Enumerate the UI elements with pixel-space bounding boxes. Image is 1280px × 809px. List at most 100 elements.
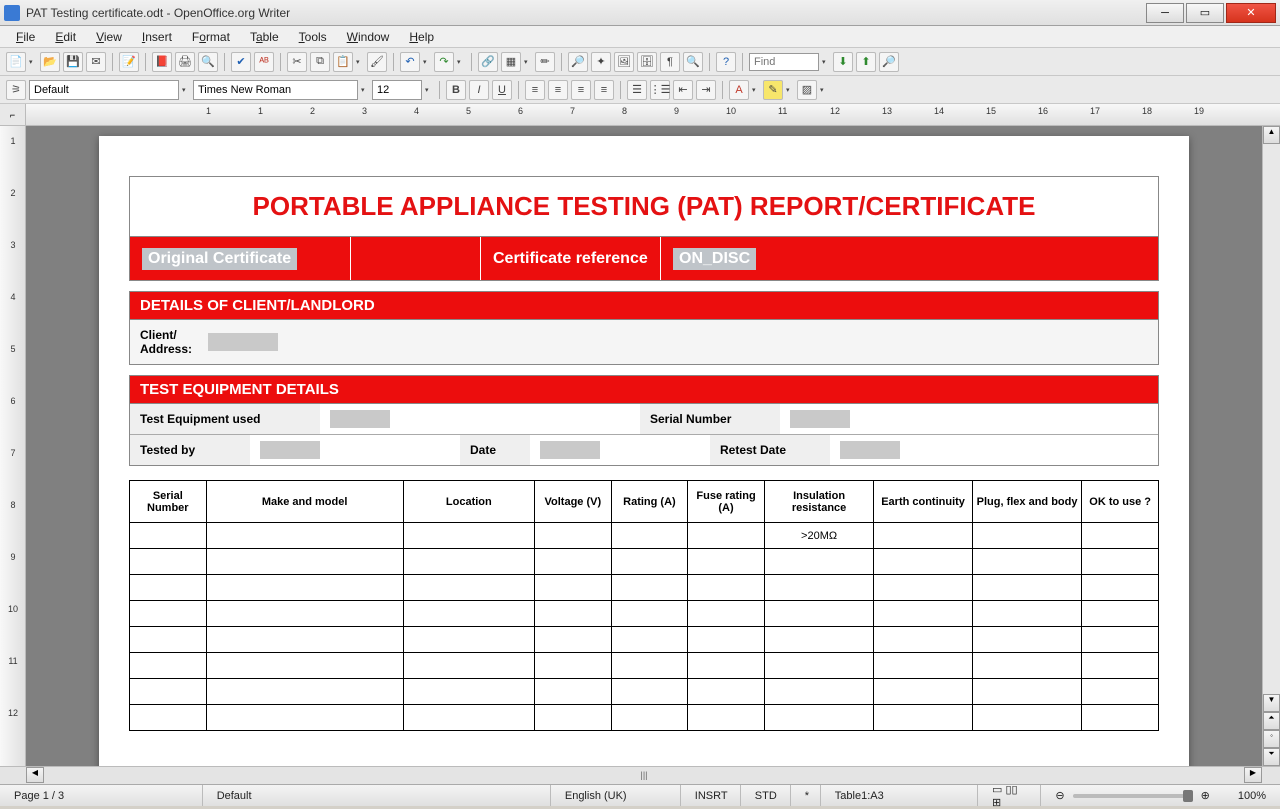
email-icon[interactable]: ✉ [86,52,106,72]
table-row[interactable]: >20MΩ [130,523,1159,549]
menu-format[interactable]: Format [182,28,240,46]
serial-number-field[interactable] [780,404,1158,434]
table-cell[interactable] [1082,679,1159,705]
table-cell[interactable] [972,679,1081,705]
scroll-right-button[interactable]: ▶ [1244,767,1262,783]
menu-file[interactable]: File [6,28,45,46]
autospell-icon[interactable]: ᴬᴮ [254,52,274,72]
hyperlink-icon[interactable]: 🔗 [478,52,498,72]
table-cell[interactable] [206,549,403,575]
table-cell[interactable] [403,601,534,627]
table-cell[interactable] [403,705,534,731]
horizontal-ruler[interactable]: 112345678910111213141516171819 [26,104,1280,125]
hscroll-track[interactable]: ||| [44,767,1244,784]
table-cell[interactable] [206,653,403,679]
table-cell[interactable] [611,575,688,601]
table-cell[interactable] [206,523,403,549]
table-icon[interactable]: ▦ [501,52,521,72]
find-next-icon[interactable]: ⬇ [833,52,853,72]
menu-insert[interactable]: Insert [132,28,182,46]
bg-color-icon[interactable]: ▨ [797,80,817,100]
table-cell[interactable] [1082,549,1159,575]
align-left-icon[interactable]: ≡ [525,80,545,100]
view-layout-icons[interactable]: ▭ ▯▯ ⊞ [978,785,1041,806]
table-cell[interactable] [1082,601,1159,627]
date-field[interactable] [530,435,710,465]
table-cell[interactable] [764,653,873,679]
table-cell[interactable] [611,653,688,679]
table-row[interactable] [130,601,1159,627]
table-cell[interactable] [611,601,688,627]
spellcheck-icon[interactable]: ✔ [231,52,251,72]
table-cell[interactable] [535,653,612,679]
table-cell[interactable] [206,679,403,705]
vertical-ruler[interactable]: 123456789101112 [0,126,26,766]
vertical-scrollbar[interactable]: ▲ ▼ ⏶ ◦ ⏷ [1262,126,1280,766]
bullets-icon[interactable]: ⋮☰ [650,80,670,100]
bold-icon[interactable]: B [446,80,466,100]
table-cell[interactable] [1082,653,1159,679]
table-cell[interactable] [764,549,873,575]
table-cell[interactable] [972,601,1081,627]
italic-icon[interactable]: I [469,80,489,100]
font-color-icon[interactable]: A [729,80,749,100]
undo-icon[interactable]: ↶ [400,52,420,72]
numbering-icon[interactable]: ☰ [627,80,647,100]
table-cell[interactable] [764,705,873,731]
align-right-icon[interactable]: ≡ [571,80,591,100]
menu-help[interactable]: Help [399,28,444,46]
menu-view[interactable]: View [86,28,132,46]
redo-icon[interactable]: ↷ [434,52,454,72]
table-cell[interactable] [130,679,207,705]
copy-icon[interactable]: ⧉ [310,52,330,72]
table-cell[interactable] [688,575,765,601]
font-name-select[interactable] [193,80,358,100]
menu-table[interactable]: Table [240,28,289,46]
help-icon[interactable]: ? [716,52,736,72]
menu-tools[interactable]: Tools [289,28,337,46]
find-replace-icon[interactable]: 🔎 [568,52,588,72]
minimize-button[interactable]: ─ [1146,3,1184,23]
find-all-icon[interactable]: 🔎 [879,52,899,72]
table-cell[interactable] [403,679,534,705]
table-cell[interactable] [764,575,873,601]
status-page[interactable]: Page 1 / 3 [0,785,203,806]
open-icon[interactable]: 📂 [40,52,60,72]
table-cell[interactable] [688,705,765,731]
table-cell[interactable] [130,627,207,653]
table-row[interactable] [130,679,1159,705]
font-size-select[interactable] [372,80,422,100]
scroll-left-button[interactable]: ◀ [26,767,44,783]
nav-button[interactable]: ◦ [1263,730,1280,748]
status-style[interactable]: Default [203,785,551,806]
zoom-icon[interactable]: 🔍 [683,52,703,72]
table-cell[interactable] [874,575,973,601]
table-cell[interactable] [764,627,873,653]
table-cell[interactable] [972,705,1081,731]
table-cell[interactable] [611,523,688,549]
document-area[interactable]: PORTABLE APPLIANCE TESTING (PAT) REPORT/… [26,126,1262,766]
table-cell[interactable] [874,627,973,653]
table-cell[interactable] [206,575,403,601]
table-cell[interactable] [1082,705,1159,731]
print-icon[interactable]: 🖨 [175,52,195,72]
prev-page-button[interactable]: ⏶ [1263,712,1280,730]
edit-icon[interactable]: 📝 [119,52,139,72]
table-cell[interactable] [611,679,688,705]
menu-edit[interactable]: Edit [45,28,86,46]
table-cell[interactable] [206,705,403,731]
pat-data-table[interactable]: Serial NumberMake and modelLocationVolta… [129,480,1159,731]
table-cell[interactable] [130,601,207,627]
preview-icon[interactable]: 🔍 [198,52,218,72]
paragraph-style-select[interactable] [29,80,179,100]
table-cell[interactable] [206,601,403,627]
table-cell[interactable] [764,679,873,705]
highlight-icon[interactable]: ✎ [763,80,783,100]
save-icon[interactable]: 💾 [63,52,83,72]
table-row[interactable] [130,575,1159,601]
cut-icon[interactable]: ✂ [287,52,307,72]
equip-used-field[interactable] [320,404,640,434]
status-language[interactable]: English (UK) [551,785,681,806]
table-cell[interactable] [972,653,1081,679]
find-prev-icon[interactable]: ⬆ [856,52,876,72]
